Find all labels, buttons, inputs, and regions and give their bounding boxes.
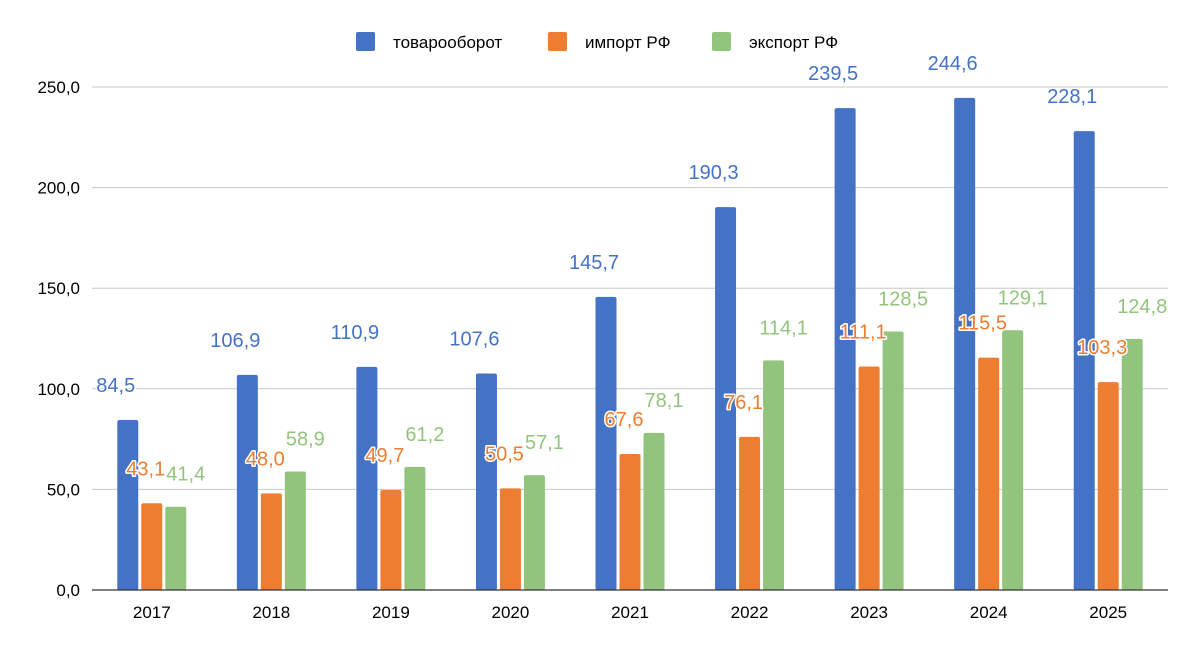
bar [643,432,665,590]
bar [739,436,761,590]
data-label: 111,1 [840,321,887,343]
data-label: 110,9 [331,322,380,344]
data-label: 115,5 [958,313,1007,335]
bar [404,466,426,590]
bar [141,503,163,590]
data-label: 76,1 [724,392,763,414]
data-label: 50,5 [485,443,524,465]
bar [978,357,1000,590]
x-axis: 2017 2018 2019 2020 2021 2022 2023 2024 2025 [92,589,1168,622]
bar [1121,338,1143,590]
y-axis: 0,0 50,0 100,0 150,0 200,0 250,0 [37,78,80,600]
y-tick-label: 0,0 [56,581,80,600]
data-label: 124,8 [1117,296,1167,318]
bar [380,490,402,590]
bar [1097,382,1119,590]
data-label: 239,5 [808,63,858,85]
data-label: 190,3 [689,162,739,184]
legend-label: товарооборот [393,33,502,52]
bar [858,366,880,590]
x-tick-label: 2018 [252,603,290,622]
y-tick-label: 250,0 [37,78,80,97]
legend-swatch [712,32,731,51]
bar [715,207,737,590]
bar [595,296,617,590]
bar [284,471,306,590]
bar [763,360,785,590]
bars [117,97,1143,590]
data-label: 128,5 [878,288,928,310]
data-label: 145,7 [569,252,619,274]
bar [523,475,545,590]
data-label: 114,1 [759,317,808,339]
data-label: 84,5 [96,375,135,397]
x-tick-label: 2025 [1089,603,1127,622]
data-label: 57,1 [525,432,564,454]
legend-swatch [356,32,375,51]
legend: товарооборот импорт РФ экспорт РФ [356,32,838,52]
bar [619,453,641,590]
data-labels: 84,5 43,1 41,4 106,9 48,058,9 110,9 49,761,2 10… [95,51,1169,487]
bar [165,506,187,590]
data-label: 49,7 [365,445,404,467]
bar [356,366,378,590]
x-tick-label: 2023 [850,603,888,622]
data-label: 244,6 [928,53,978,75]
legend-swatch [548,32,567,51]
x-tick-label: 2020 [492,603,530,622]
data-label: 228,1 [1047,86,1097,108]
x-tick-label: 2021 [611,603,649,622]
x-tick-label: 2024 [970,603,1008,622]
bar [117,419,139,590]
y-tick-label: 150,0 [37,279,80,298]
bar [236,374,258,590]
bar [954,97,976,590]
bar [475,373,497,590]
bar [1002,330,1024,590]
data-label: 106,9 [210,330,260,352]
data-label: 129,1 [998,287,1048,309]
legend-label: экспорт РФ [749,33,838,52]
y-tick-label: 100,0 [37,380,80,399]
bar [260,493,282,590]
bar [834,108,856,590]
data-label: 67,6 [605,409,644,431]
data-label: 78,1 [645,390,684,412]
bar [499,488,521,590]
y-tick-label: 50,0 [47,480,80,499]
bar [1073,131,1095,590]
bar [882,331,904,590]
data-label: 61,2 [405,424,444,446]
data-label: 41,4 [166,464,205,486]
data-label: 48,0 [246,448,285,470]
data-label: 43,1 [126,458,165,480]
y-tick-label: 200,0 [37,179,80,198]
data-label: 103,3 [1077,337,1127,359]
x-tick-label: 2022 [731,603,769,622]
legend-label: импорт РФ [585,33,671,52]
data-label: 58,9 [286,428,325,450]
data-label: 107,6 [449,329,499,351]
x-tick-label: 2019 [372,603,410,622]
x-tick-label: 2017 [133,603,171,622]
